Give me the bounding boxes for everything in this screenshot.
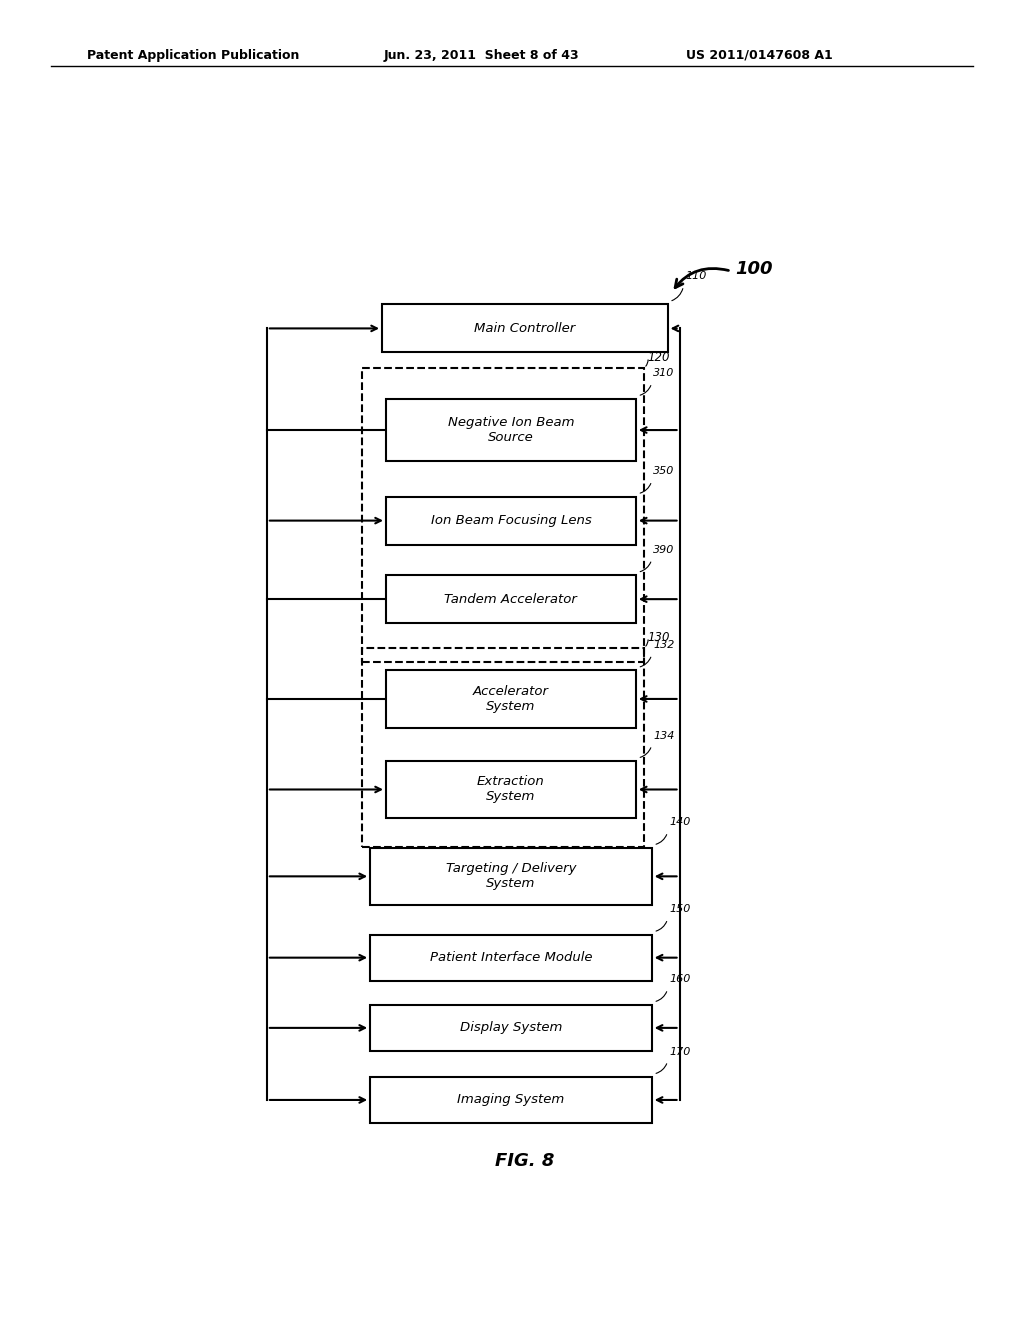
Text: 150: 150 bbox=[670, 904, 690, 915]
Text: 390: 390 bbox=[653, 545, 675, 554]
Text: 132: 132 bbox=[653, 640, 675, 649]
Bar bbox=[386, 671, 636, 727]
Bar bbox=[386, 399, 636, 462]
Bar bbox=[382, 305, 668, 352]
Text: 350: 350 bbox=[653, 466, 675, 477]
Text: Targeting / Delivery
System: Targeting / Delivery System bbox=[445, 862, 577, 891]
Bar bbox=[370, 1005, 651, 1051]
Text: 110: 110 bbox=[685, 272, 707, 281]
Text: 130: 130 bbox=[648, 631, 671, 644]
Text: Ion Beam Focusing Lens: Ion Beam Focusing Lens bbox=[430, 513, 591, 527]
Text: Patent Application Publication: Patent Application Publication bbox=[87, 49, 299, 62]
Bar bbox=[386, 760, 636, 818]
Text: 160: 160 bbox=[670, 974, 690, 985]
Text: 170: 170 bbox=[670, 1047, 690, 1056]
Text: Main Controller: Main Controller bbox=[474, 322, 575, 335]
Text: 140: 140 bbox=[670, 817, 690, 828]
Bar bbox=[362, 648, 644, 847]
Text: Patient Interface Module: Patient Interface Module bbox=[430, 952, 592, 964]
Text: Tandem Accelerator: Tandem Accelerator bbox=[444, 593, 578, 606]
Text: Display System: Display System bbox=[460, 1022, 562, 1035]
Text: 134: 134 bbox=[653, 730, 675, 741]
Text: FIG. 8: FIG. 8 bbox=[496, 1152, 554, 1170]
Bar bbox=[370, 1077, 651, 1123]
Bar bbox=[370, 847, 651, 906]
Bar bbox=[370, 935, 651, 981]
Text: 310: 310 bbox=[653, 368, 675, 379]
Text: Jun. 23, 2011  Sheet 8 of 43: Jun. 23, 2011 Sheet 8 of 43 bbox=[384, 49, 580, 62]
Bar bbox=[386, 496, 636, 545]
Text: 120: 120 bbox=[648, 351, 671, 363]
Text: Extraction
System: Extraction System bbox=[477, 775, 545, 804]
Text: Negative Ion Beam
Source: Negative Ion Beam Source bbox=[447, 416, 574, 444]
Bar bbox=[362, 368, 644, 663]
Bar bbox=[386, 576, 636, 623]
Text: US 2011/0147608 A1: US 2011/0147608 A1 bbox=[686, 49, 833, 62]
Text: Imaging System: Imaging System bbox=[458, 1093, 564, 1106]
Text: 100: 100 bbox=[735, 260, 772, 279]
Text: Accelerator
System: Accelerator System bbox=[473, 685, 549, 713]
